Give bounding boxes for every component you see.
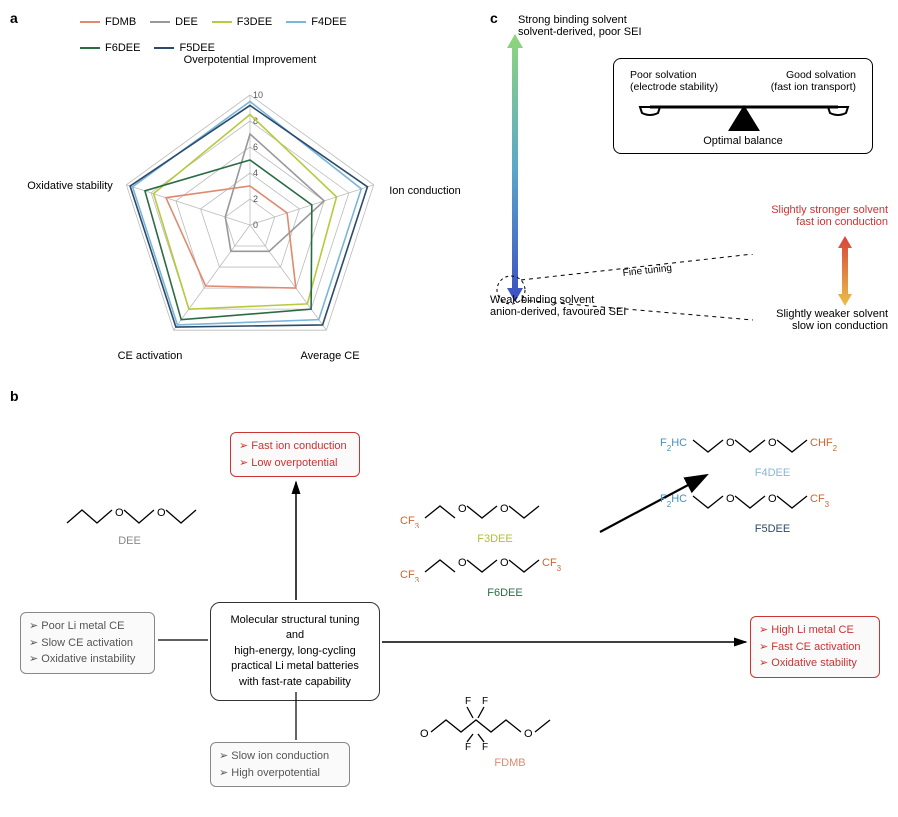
legend-item-DEE: DEE	[150, 16, 198, 28]
mol-F6DEE: CF3 O O CF3 F6DEE	[400, 550, 610, 599]
mol-F4DEE: F2HC O O CHF2 F4DEE	[660, 430, 885, 479]
svg-text:F: F	[465, 742, 471, 752]
balance-caption: Optimal balance	[630, 135, 856, 147]
mol-F4DEE-label: F4DEE	[660, 467, 885, 479]
mol-DEE-label: DEE	[62, 535, 197, 547]
axis-label-3: CE activation	[100, 350, 200, 362]
svg-text:O: O	[768, 437, 777, 449]
radar-chart: 0246810 Overpotential Improvement Ion co…	[50, 60, 450, 380]
svg-text:F: F	[465, 696, 471, 707]
radar-legend: FDMB DEE F3DEE F4DEE F6DEE F5DEE	[80, 16, 410, 54]
panel-b-label: b	[10, 388, 19, 404]
mol-FDMB-label: FDMB	[420, 757, 600, 769]
fine-tuning-lines: Fine tuning	[493, 254, 773, 324]
mol-F3DEE: CF3 O O F3DEE	[400, 496, 590, 545]
mol-F5DEE: F2HC O O CF3 F5DEE	[660, 486, 885, 535]
legend-item-F3DEE: F3DEE	[212, 16, 272, 28]
svg-text:O: O	[458, 503, 467, 515]
svg-text:O: O	[157, 507, 166, 519]
svg-text:0: 0	[253, 220, 258, 230]
svg-text:F2HC: F2HC	[660, 437, 687, 453]
svg-text:4: 4	[253, 168, 258, 178]
c-top-label: Strong binding solvent solvent-derived, …	[518, 14, 642, 38]
axis-label-4: Oxidative stability	[20, 180, 120, 192]
svg-text:F2HC: F2HC	[660, 493, 687, 509]
panel-c: Strong binding solvent solvent-derived, …	[498, 14, 888, 344]
svg-text:O: O	[500, 503, 509, 515]
svg-text:CF3: CF3	[400, 569, 420, 582]
balance-left: Poor solvation (electrode stability)	[630, 69, 718, 93]
legend-item-F4DEE: F4DEE	[286, 16, 346, 28]
legend-item-F6DEE: F6DEE	[80, 42, 140, 54]
svg-text:O: O	[420, 728, 429, 740]
svg-text:O: O	[726, 437, 735, 449]
svg-text:CF3: CF3	[400, 515, 420, 528]
mol-DEE: O O DEE	[62, 498, 197, 547]
svg-text:F: F	[482, 742, 488, 752]
mol-F3DEE-label: F3DEE	[400, 533, 590, 545]
svg-text:O: O	[726, 493, 735, 505]
balance-icon	[630, 95, 858, 135]
svg-text:O: O	[458, 557, 467, 569]
svg-text:10: 10	[253, 90, 263, 100]
ft-bottom: Slightly weaker solvent slow ion conduct…	[756, 308, 888, 332]
panel-b: Fast ion conduction Low overpotential Po…	[20, 402, 890, 812]
svg-text:2: 2	[253, 194, 258, 204]
mol-F5DEE-label: F5DEE	[660, 523, 885, 535]
svg-text:CHF2: CHF2	[810, 437, 838, 453]
axis-label-1: Ion conduction	[380, 185, 470, 197]
mol-FDMB: O O F F F F FDMB	[420, 692, 600, 769]
ft-top: Slightly stronger solvent fast ion condu…	[758, 204, 888, 228]
balance-frame: Poor solvation (electrode stability) Goo…	[613, 58, 873, 154]
legend-item-F5DEE: F5DEE	[154, 42, 214, 54]
fine-tuning-arrow	[836, 236, 854, 306]
mol-F6DEE-label: F6DEE	[400, 587, 610, 599]
fine-tuning-text: Fine tuning	[622, 263, 672, 279]
svg-text:CF3: CF3	[542, 557, 562, 573]
panel-a-label: a	[10, 10, 18, 26]
panel-c-label: c	[490, 10, 498, 26]
svg-text:F: F	[482, 696, 488, 707]
svg-text:6: 6	[253, 142, 258, 152]
svg-text:O: O	[524, 728, 533, 740]
balance-right: Good solvation (fast ion transport)	[771, 69, 856, 93]
svg-text:O: O	[768, 493, 777, 505]
legend-item-FDMB: FDMB	[80, 16, 136, 28]
svg-text:CF3: CF3	[810, 493, 830, 509]
svg-text:O: O	[500, 557, 509, 569]
svg-text:O: O	[115, 507, 124, 519]
axis-label-0: Overpotential Improvement	[170, 54, 330, 66]
axis-label-2: Average CE	[280, 350, 380, 362]
